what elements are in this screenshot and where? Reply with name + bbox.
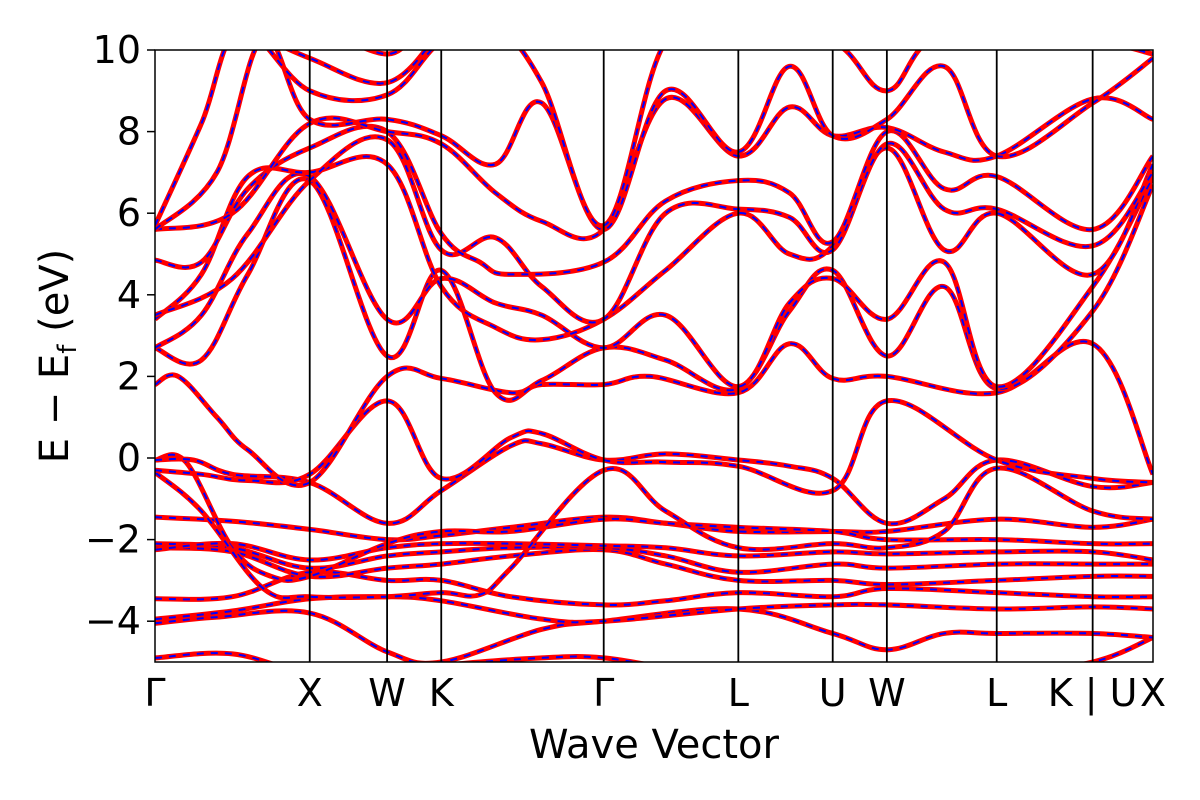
band-line-dashed-19 [155,50,1153,231]
y-tick-label-1: 8 [117,110,141,154]
high-symmetry-lines [308,50,1094,662]
band-line-11 [155,398,1153,496]
y-tick-label-0: 10 [93,28,141,72]
y-axis-title-unit: (eV) [32,249,78,345]
x-tick-label-10: X [1140,671,1166,715]
x-tick-label-1: X [297,671,323,715]
band-line-dashed-16 [155,135,1153,324]
y-axis-title-main: E − E [32,354,78,464]
band-line-dashed-4 [155,546,1153,586]
y-axis-ticks: 10 8 6 4 2 0 −2 −4 [85,28,155,643]
y-tick-label-6: −2 [85,518,141,562]
x-tick-label-9: K | U [1048,671,1138,716]
x-tick-label-5: L [728,671,749,715]
y-tick-label-4: 2 [117,354,141,398]
y-tick-label-2: 6 [117,191,141,235]
x-tick-label-3: K [429,671,455,715]
band-line-dashed-21 [287,50,427,85]
y-axis-title-sub: f [53,344,83,354]
band-line-dashed-6 [155,542,1153,562]
x-tick-label-4: Γ [593,671,614,715]
band-line-dashed-8 [155,453,1153,582]
x-tick-label-8: L [986,671,1007,715]
y-tick-label-3: 4 [117,273,141,317]
band-line-dashed-20 [155,50,1153,227]
band-line-18 [155,94,1153,242]
plot-frame [154,49,1154,663]
x-tick-label-6: U [819,671,847,715]
band-line-dashed-9 [155,467,1153,599]
x-axis-title: Wave Vector [529,722,780,768]
band-line-dashed-3 [155,570,1153,607]
y-tick-label-7: −4 [85,599,141,643]
band-line-dashed-12 [155,340,1153,487]
y-tick-label-5: 0 [117,436,141,480]
band-line-dashed-5 [155,542,1153,574]
x-tick-label-0: Γ [144,671,165,715]
y-axis-title: E − Ef (eV) [32,249,83,464]
x-tick-label-2: W [368,671,406,715]
x-tick-label-7: W [868,671,906,715]
